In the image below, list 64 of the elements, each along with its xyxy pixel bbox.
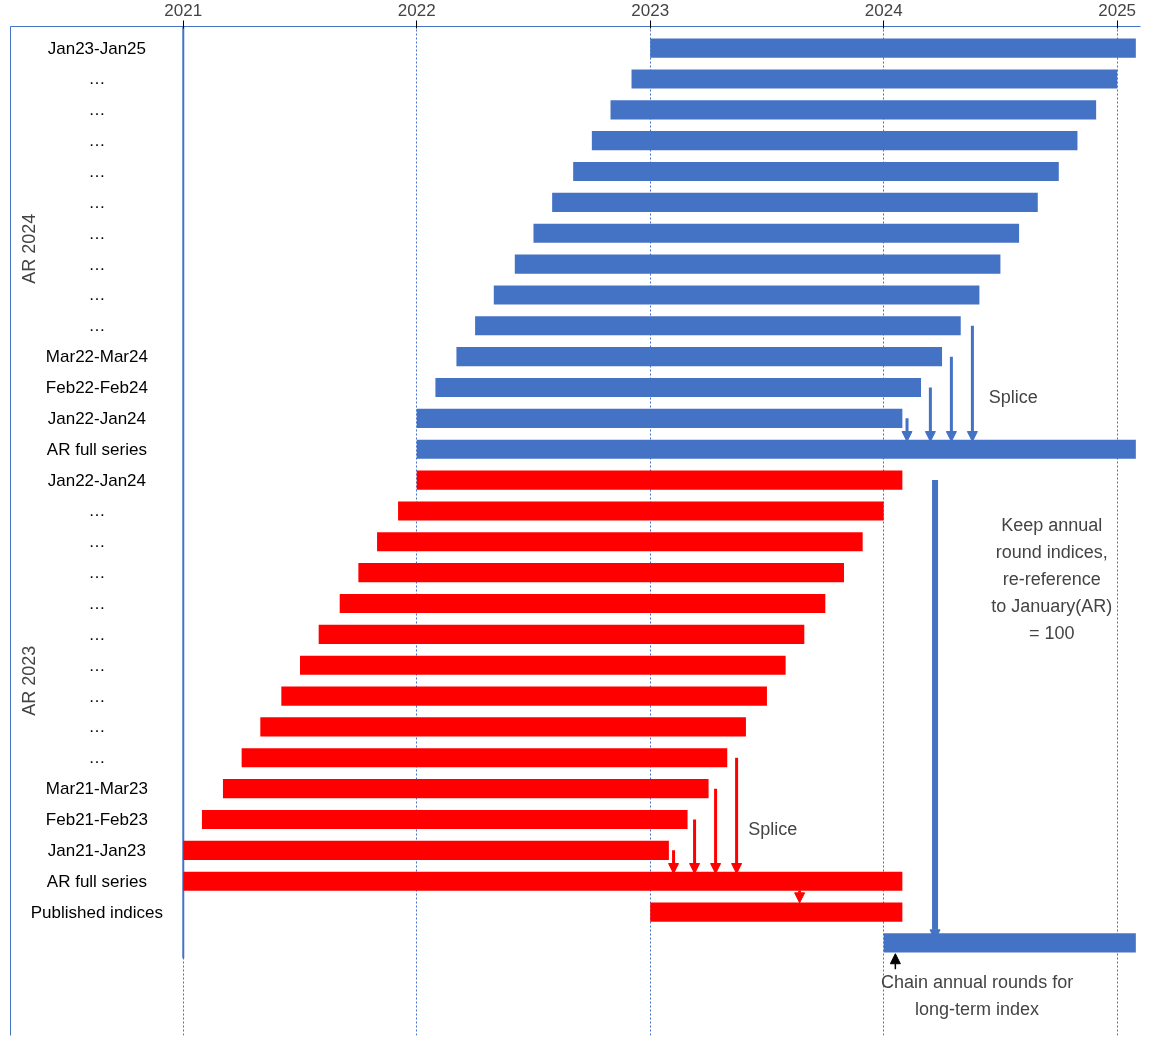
bar [610,100,1097,120]
bar [398,501,884,521]
x-tick-label: 2021 [164,0,203,20]
y-tick-label: … [88,563,106,583]
y-tick-label: … [88,285,106,305]
annotation: Keep annual round indices, re-reference to January(AR) = 100 [991,514,1113,643]
bar [222,779,709,799]
y-tick-label: … [88,655,106,675]
x-tick-label: 2022 [397,0,436,20]
bar [241,748,728,768]
y-tick-label: AR full series [46,439,147,459]
y-tick-label: … [88,624,106,644]
x-tick-label: 2025 [1098,0,1137,20]
bar [339,593,826,614]
y-tick-label: … [88,254,106,274]
y-tick-label: … [88,223,106,243]
x-tick-label: 2023 [631,0,670,20]
bar [416,470,903,490]
y-tick-label: Mar21-Mar23 [45,779,148,799]
y-tick-label: … [88,748,106,768]
bar [183,840,669,860]
bar [260,717,746,737]
y-tick-label: … [88,532,106,552]
bar [318,624,805,644]
bar [358,563,844,583]
bar [573,161,1059,182]
y-tick-label: … [88,686,106,706]
bar [533,223,1020,243]
bar [552,192,1038,212]
bar [493,285,980,305]
bar [281,686,767,706]
y-tick-label: … [88,131,106,151]
y-tick-label: Jan23-Jan25 [47,38,147,58]
bar [514,254,1001,274]
x-tick-label: 2024 [864,0,903,20]
text: Chain annual rounds for long-term index [881,971,1074,1019]
y-tick-label: Jan21-Jan23 [47,840,147,860]
y-tick-label: Jan22-Jan24 [47,408,147,428]
y-tick-label: AR full series [46,871,147,891]
annotation: Splice [748,818,798,839]
annotation: AR 2024 [18,213,39,284]
bar [435,377,922,398]
bar [377,532,863,552]
bar [591,131,1078,151]
annotation: AR 2023 [18,645,39,716]
y-tick-label: … [88,717,106,737]
y-tick-label: … [88,69,106,89]
y-tick-label: … [88,192,106,212]
y-tick-label: … [88,594,106,614]
y-tick-label: … [88,501,106,521]
y-tick-label: Published indices [30,902,164,922]
y-tick-label: … [88,100,106,120]
bar [475,316,961,336]
bar [300,655,786,675]
y-tick-label: Mar22-Mar24 [45,347,148,367]
y-tick-label: … [88,316,106,336]
annotation: Splice [988,386,1038,407]
y-tick-label: Feb22-Feb24 [45,378,148,398]
bar [201,809,688,830]
y-tick-label: … [88,162,106,182]
bar [416,408,903,428]
bar [456,347,943,367]
y-tick-label: Feb21-Feb23 [45,810,148,830]
y-tick-label: Jan22-Jan24 [47,470,147,490]
